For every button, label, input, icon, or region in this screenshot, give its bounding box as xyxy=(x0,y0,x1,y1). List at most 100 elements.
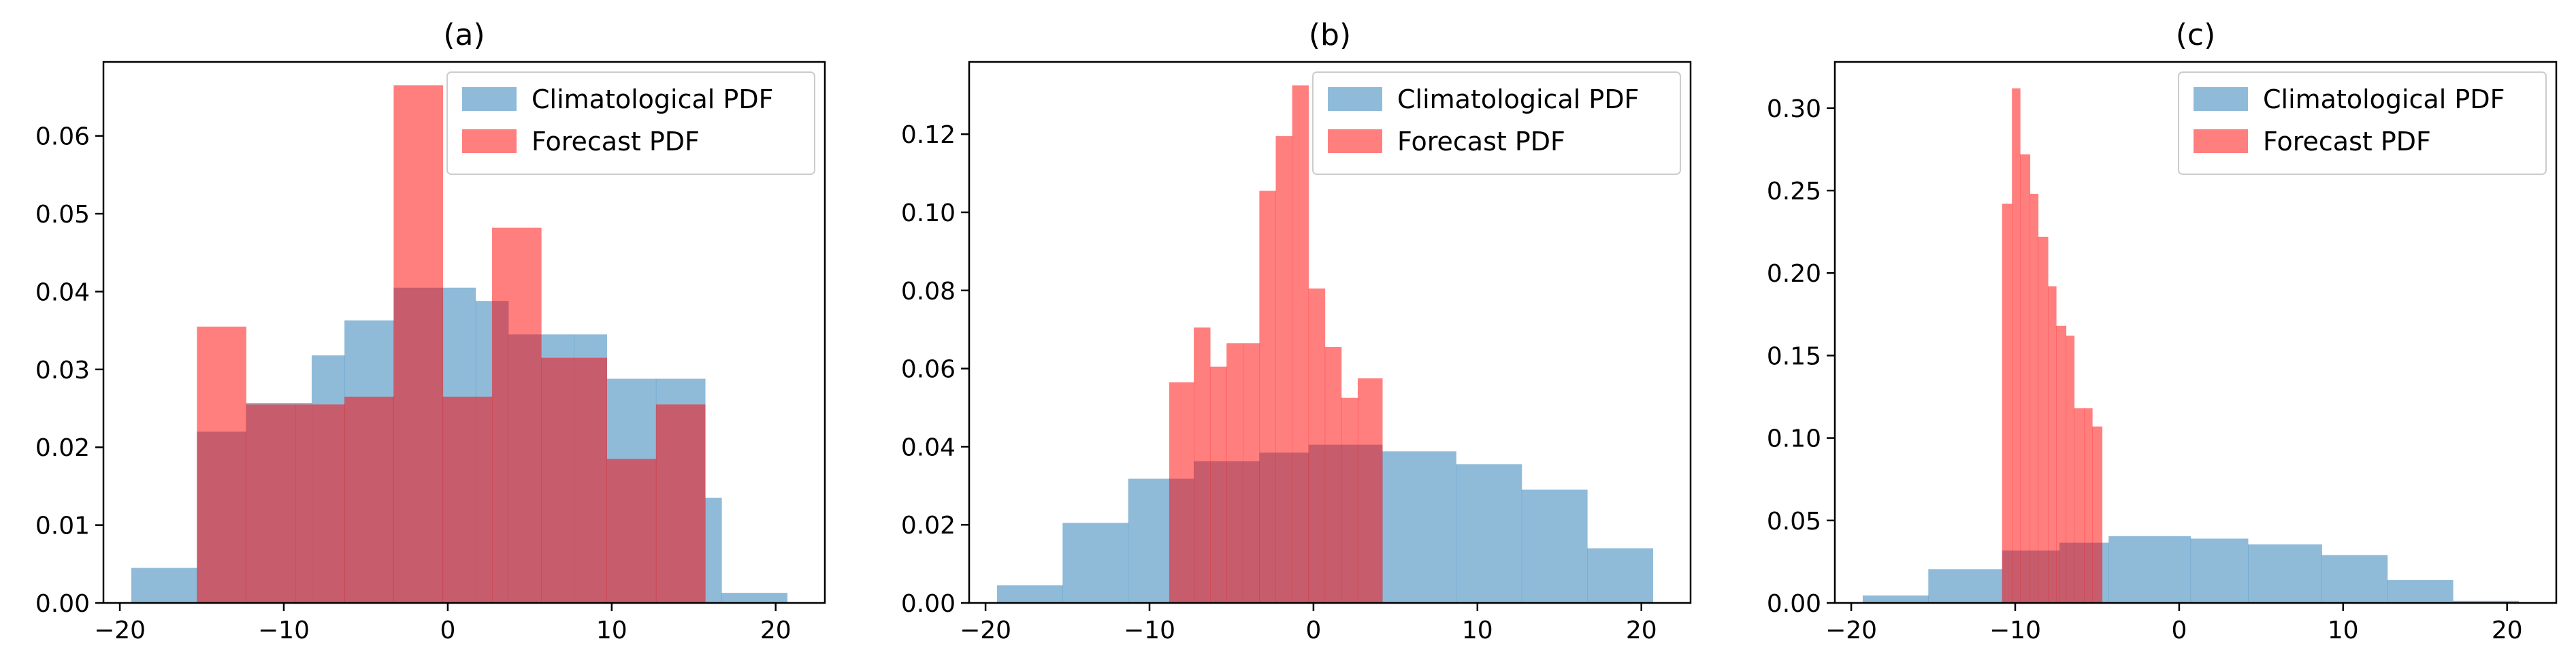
histogram-bar xyxy=(2048,286,2057,603)
x-tick-label: 10 xyxy=(1462,617,1493,644)
histogram-bar xyxy=(1928,569,2003,603)
y-tick-label: 0.30 xyxy=(1767,95,1821,123)
axes-frame xyxy=(1833,61,2558,604)
histogram-bar xyxy=(2020,154,2031,604)
histogram-bar xyxy=(1243,343,1260,603)
legend-label: Climatological PDF xyxy=(2263,84,2505,114)
x-tick-label: 20 xyxy=(2492,617,2523,644)
histogram-bar xyxy=(1357,378,1383,603)
chart-panel-3: −20 −10 0 10 20 0.00 0.05 0.10 0.15 0.20 0.25 0.30 (… xyxy=(1767,18,2558,644)
y-tick-label: 0.04 xyxy=(901,433,956,461)
histogram-bar xyxy=(1341,397,1358,603)
histogram-bar xyxy=(2056,325,2067,603)
histogram-bar xyxy=(393,85,444,603)
histogram-bar xyxy=(1062,523,1129,603)
histogram-bar xyxy=(1275,136,1292,603)
legend: Climatological PDF Forecast PDF xyxy=(1312,71,1681,175)
y-tick-label: 0.00 xyxy=(901,590,956,618)
y-tick-label: 0.05 xyxy=(35,201,90,229)
legend-label: Forecast PDF xyxy=(1397,127,1565,157)
histogram-bar xyxy=(246,404,296,603)
legend-box xyxy=(2178,71,2547,175)
histogram-bar xyxy=(541,357,607,603)
legend-swatch xyxy=(1328,129,1382,153)
histogram-bar xyxy=(1210,366,1227,603)
legend-box xyxy=(1312,71,1681,175)
histogram-bar xyxy=(1226,343,1243,603)
histogram-bar xyxy=(1382,451,1456,603)
series-forecast xyxy=(197,85,706,603)
legend-box xyxy=(446,71,815,175)
x-tick-label: −10 xyxy=(1989,617,2041,644)
chart-title: (a) xyxy=(443,18,485,52)
chart-panel-1: −20 −10 0 10 20 0.00 0.01 0.02 0.03 0.04 0.05 0.06 (… xyxy=(35,18,826,644)
y-tick-label: 0.00 xyxy=(35,590,90,618)
histogram-bar xyxy=(2248,544,2322,603)
series-climatological xyxy=(1862,536,2519,603)
y-tick-label: 0.05 xyxy=(1767,508,1821,536)
histogram-bar xyxy=(655,404,706,603)
chart-title: (c) xyxy=(2176,18,2216,52)
histogram-bar xyxy=(721,593,787,603)
legend-swatch xyxy=(2194,129,2248,153)
y-tick-label: 0.08 xyxy=(901,278,956,306)
legend-swatch xyxy=(2194,87,2248,111)
y-tick-label: 0.03 xyxy=(35,357,90,384)
series-forecast xyxy=(2002,88,2103,604)
x-tick-label: −20 xyxy=(94,617,146,644)
y-tick-label: 0.10 xyxy=(1767,425,1821,453)
histogram-bar xyxy=(295,404,345,603)
histogram-bar xyxy=(2108,536,2191,603)
y-tick-label: 0.15 xyxy=(1767,342,1821,370)
y-tick-label: 0.04 xyxy=(35,278,90,306)
histogram-bar xyxy=(705,497,722,603)
histogram-bar xyxy=(197,326,246,603)
histogram-bar xyxy=(1292,85,1309,603)
legend-label: Forecast PDF xyxy=(532,127,700,157)
x-tick-label: −20 xyxy=(1825,617,1877,644)
histogram-bar xyxy=(2012,88,2021,603)
histogram-bar xyxy=(1456,464,1522,603)
legend-label: Climatological PDF xyxy=(532,84,773,114)
histogram-bar xyxy=(344,396,394,603)
histogram-bar xyxy=(131,568,197,603)
histogram-bar xyxy=(2190,538,2249,603)
histogram-bar xyxy=(606,459,657,603)
histogram-bar xyxy=(2321,555,2388,603)
histogram-bar xyxy=(1324,347,1342,603)
chart-panel-2: −20 −10 0 10 20 0.00 0.02 0.04 0.06 0.08 0.10 0.12 (… xyxy=(901,18,1692,644)
axes-frame xyxy=(102,61,826,604)
x-tick-label: 0 xyxy=(440,617,455,644)
axes-frame xyxy=(968,61,1692,604)
y-tick-label: 0.02 xyxy=(901,512,956,540)
y-tick-label: 0.25 xyxy=(1767,178,1821,206)
y-tick-label: 0.06 xyxy=(35,123,90,151)
histogram-bar xyxy=(2074,408,2085,603)
histogram-bar xyxy=(2038,236,2049,603)
histogram-bar xyxy=(1259,191,1276,603)
x-tick-label: −10 xyxy=(1124,617,1175,644)
histogram-bar xyxy=(1862,595,1929,603)
histogram-bar xyxy=(1308,288,1326,603)
x-tick-label: 0 xyxy=(2171,617,2187,644)
y-tick-label: 0.01 xyxy=(35,512,90,540)
histogram-bar xyxy=(2029,193,2039,603)
legend: Climatological PDF Forecast PDF xyxy=(446,71,815,175)
y-tick-label: 0.00 xyxy=(1767,590,1821,618)
y-tick-label: 0.12 xyxy=(901,121,956,149)
x-tick-label: 0 xyxy=(1305,617,1321,644)
histogram-bar xyxy=(2453,600,2519,603)
legend-swatch xyxy=(1328,87,1382,111)
legend-label: Climatological PDF xyxy=(1397,84,1639,114)
histogram-bar xyxy=(491,227,542,603)
x-tick-label: 20 xyxy=(760,617,792,644)
series-forecast xyxy=(1169,85,1383,603)
histogram-bar xyxy=(442,396,493,603)
histogram-bar xyxy=(1169,382,1194,603)
x-tick-label: 10 xyxy=(596,617,627,644)
histogram-bar xyxy=(2387,580,2453,603)
histogram-bar xyxy=(1521,489,1588,603)
y-tick-label: 0.20 xyxy=(1767,260,1821,288)
legend-swatch xyxy=(462,87,517,111)
